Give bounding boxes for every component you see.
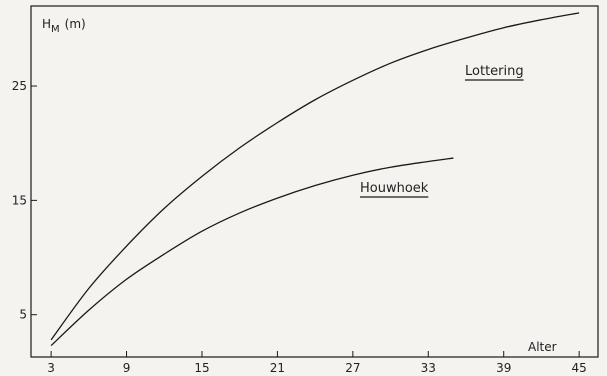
y-axis-title-main: H [42,17,51,31]
x-tick-label: 9 [123,361,131,375]
plot-frame [30,5,599,358]
x-tick-label: 3 [47,361,55,375]
x-tick-label: 33 [421,361,436,375]
x-tick-label: 21 [270,361,285,375]
series-lines [50,12,580,347]
y-tick-label: 25 [12,79,27,93]
y-axis-title-unit: (m) [65,17,86,31]
x-tick-label: 27 [345,361,360,375]
series-line-lottering [50,12,580,341]
x-tick-label: 39 [496,361,511,375]
chart-labels: HM (m) Alter Lottering Houwhoek [42,17,557,354]
y-tick-label: 5 [19,308,27,322]
y-axis-title-sub: M [51,24,60,35]
plot-border [30,5,599,358]
x-tick-label: 15 [194,361,209,375]
x-tick-label: 45 [572,361,587,375]
y-tick-label: 15 [12,193,27,207]
series-label-houwhoek: Houwhoek [360,181,429,196]
y-axis-title: HM (m) [42,17,86,35]
series-label-lottering: Lottering [465,64,524,79]
x-axis-title: Alter [528,340,557,354]
series-line-houwhoek [50,157,454,347]
